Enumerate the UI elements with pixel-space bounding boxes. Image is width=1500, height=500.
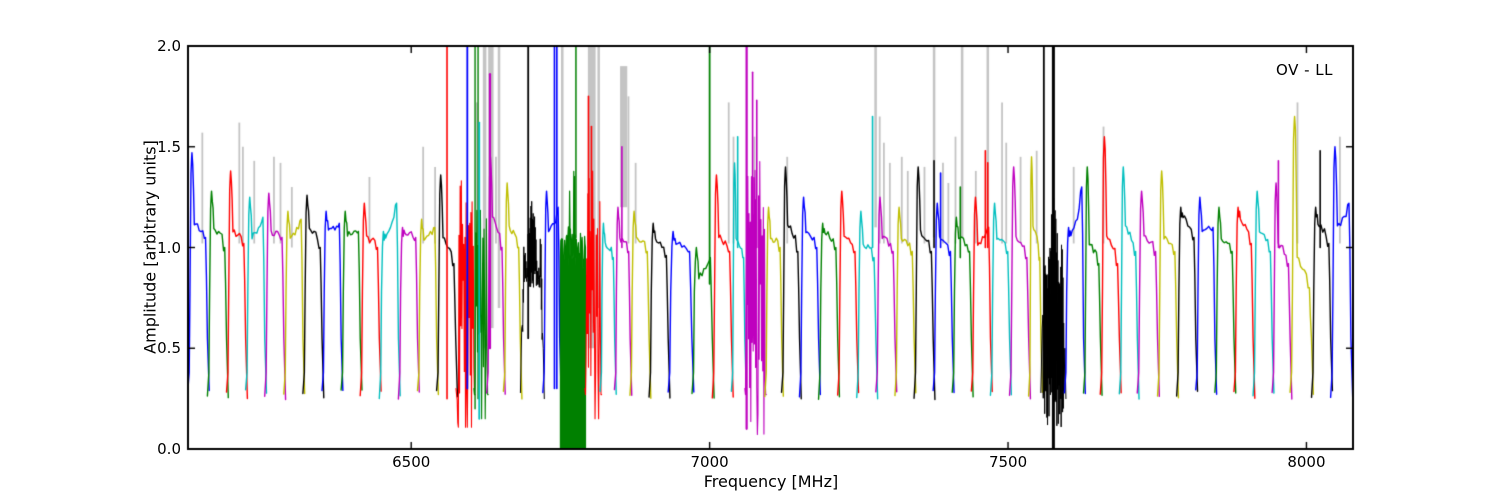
y-tick-label: 1.0 <box>157 238 181 257</box>
y-tick-label: 1.5 <box>157 137 181 156</box>
y-tick-label: 2.0 <box>157 37 181 55</box>
corner-annotation: OV - LL <box>1276 61 1333 79</box>
x-axis-label: Frequency [MHz] <box>703 472 839 491</box>
x-tick-label: 6500 <box>392 453 431 471</box>
x-tick-label: 7000 <box>690 453 729 471</box>
x-tick-label: 7500 <box>988 453 1028 471</box>
y-tick-label: 0.5 <box>157 339 181 358</box>
x-tick-label: 8000 <box>1287 453 1326 471</box>
y-tick-label: 0.0 <box>157 440 181 458</box>
